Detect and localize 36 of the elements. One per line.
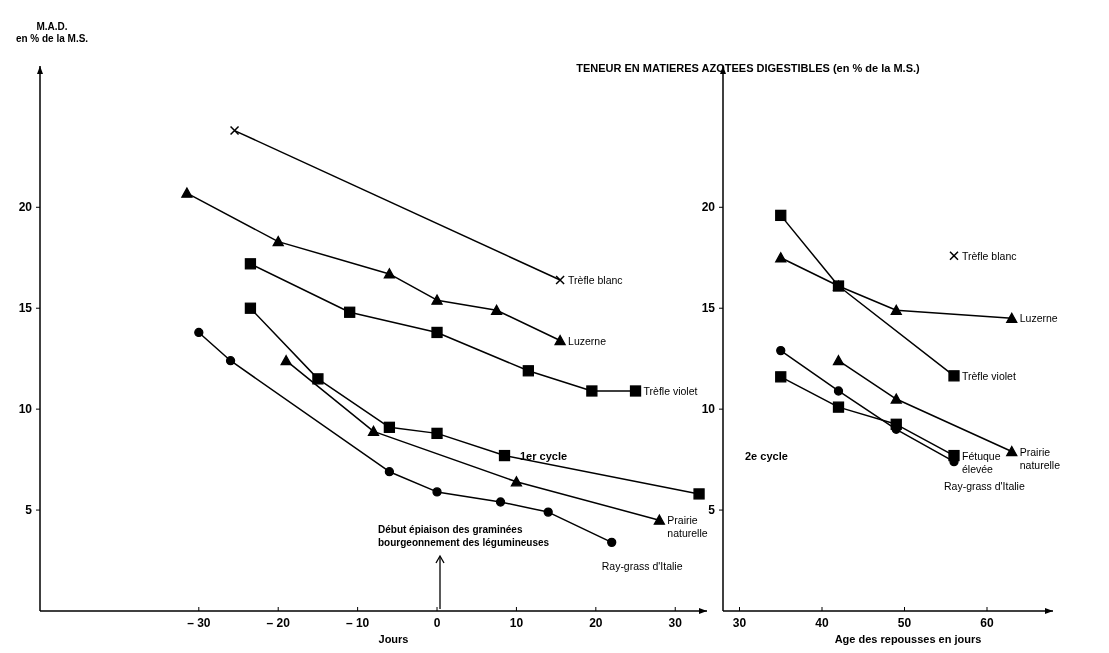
x-tick-label: 60 <box>980 616 994 630</box>
y-axis-title: M.A.D. en % de la M.S. <box>15 21 89 44</box>
series-label: Fétuque élevée <box>962 449 1001 475</box>
y-tick-label: 5 <box>708 503 716 518</box>
y-tick-label: 20 <box>701 200 716 215</box>
series-label: Luzerne <box>568 334 607 347</box>
annotation: Début épiaison des graminées bourgeonnement des légumineuses <box>378 524 550 548</box>
series-label: Prairie naturelle <box>667 514 708 540</box>
x-tick-label: 20 <box>589 616 603 630</box>
series-label: Trèfle blanc <box>568 273 623 286</box>
y-tick-label: 5 <box>25 503 33 518</box>
x-tick-label: – 10 <box>345 616 370 630</box>
series-label: Ray-grass d'Italie <box>944 479 1025 492</box>
series-label: Ray-grass d'Italie <box>601 560 683 573</box>
x-tick-label: 30 <box>732 616 747 630</box>
x-tick-label: – 30 <box>187 616 211 630</box>
series-label: Luzerne <box>1019 312 1058 325</box>
y-tick-label: 10 <box>18 402 33 417</box>
x-tick-label: 10 <box>509 616 524 630</box>
series-label: Trèfle blanc <box>962 249 1017 262</box>
series-label: Trèfle violet <box>962 369 1016 382</box>
x-tick-label: – 20 <box>266 616 291 630</box>
y-tick-label: 20 <box>18 200 33 215</box>
x-tick-label: 30 <box>668 616 683 630</box>
y-tick-label: 10 <box>701 402 716 417</box>
x-tick-label: 50 <box>897 616 912 630</box>
annotation: 2e cycle <box>745 450 788 462</box>
y-tick-label: 15 <box>701 301 716 316</box>
y-tick-label: 15 <box>18 301 33 316</box>
series-label: Trèfle violet <box>643 384 698 397</box>
x-tick-label: 0 <box>433 616 441 630</box>
x-tick-label: 40 <box>815 616 829 630</box>
text: TENEUR EN MATIERES AZOTEES DIGESTIBLES (en % de la M.S.) <box>576 62 921 74</box>
x-axis-title: Jours <box>378 633 409 645</box>
series-label: Prairie naturelle <box>1019 445 1061 471</box>
x-axis-title: Age des repousses en jours <box>834 633 982 645</box>
